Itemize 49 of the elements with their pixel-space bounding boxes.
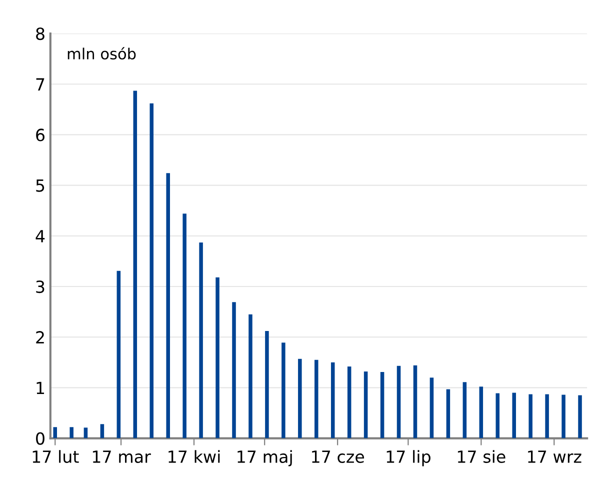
x-tick-label: 17 cze bbox=[312, 450, 364, 463]
bar bbox=[314, 360, 318, 438]
bar bbox=[232, 302, 236, 438]
bar bbox=[248, 314, 252, 438]
x-tick-label: 17 wrz bbox=[528, 450, 582, 463]
bar bbox=[562, 394, 566, 438]
bar bbox=[545, 394, 549, 438]
y-axis-title: mln osób bbox=[68, 47, 136, 60]
bar bbox=[446, 389, 450, 438]
x-tick-label: 17 lip bbox=[386, 450, 430, 466]
bar bbox=[462, 382, 467, 438]
y-tick-label: 8 bbox=[36, 27, 44, 40]
x-tick-label: 17 maj bbox=[238, 450, 292, 466]
y-tick-label: 3 bbox=[36, 280, 44, 294]
bar bbox=[216, 277, 220, 438]
y-tick-label: 1 bbox=[36, 382, 44, 394]
bar bbox=[182, 214, 186, 438]
bar bbox=[347, 366, 352, 438]
y-tick-label: 2 bbox=[36, 331, 44, 344]
bar bbox=[150, 103, 154, 438]
bar bbox=[330, 362, 335, 438]
bar bbox=[512, 392, 516, 438]
bar bbox=[116, 270, 121, 438]
y-tick-label: 4 bbox=[36, 230, 45, 242]
bar bbox=[413, 365, 418, 438]
x-tick-label: 17 mar bbox=[92, 450, 151, 463]
bar bbox=[380, 372, 384, 438]
bar bbox=[133, 90, 138, 438]
bar bbox=[430, 378, 434, 438]
bar bbox=[84, 428, 88, 438]
bar bbox=[396, 366, 401, 438]
bar bbox=[298, 358, 302, 438]
y-tick-label: 0 bbox=[36, 432, 44, 445]
y-tick-label: 7 bbox=[36, 78, 44, 90]
bar bbox=[479, 386, 484, 438]
bar bbox=[282, 342, 286, 438]
x-tick-label: 17 kwi bbox=[168, 450, 220, 463]
bar bbox=[166, 173, 170, 438]
bar bbox=[528, 394, 532, 438]
x-tick-label: 17 lut bbox=[32, 450, 79, 463]
bar bbox=[364, 372, 368, 438]
bar bbox=[265, 331, 269, 438]
bar bbox=[496, 393, 500, 438]
x-tick-label: 17 sie bbox=[458, 450, 506, 463]
bar bbox=[578, 395, 582, 438]
bar bbox=[100, 424, 104, 438]
y-tick-label: 6 bbox=[36, 128, 44, 142]
y-tick-label: 5 bbox=[36, 179, 44, 192]
bar bbox=[199, 242, 203, 438]
